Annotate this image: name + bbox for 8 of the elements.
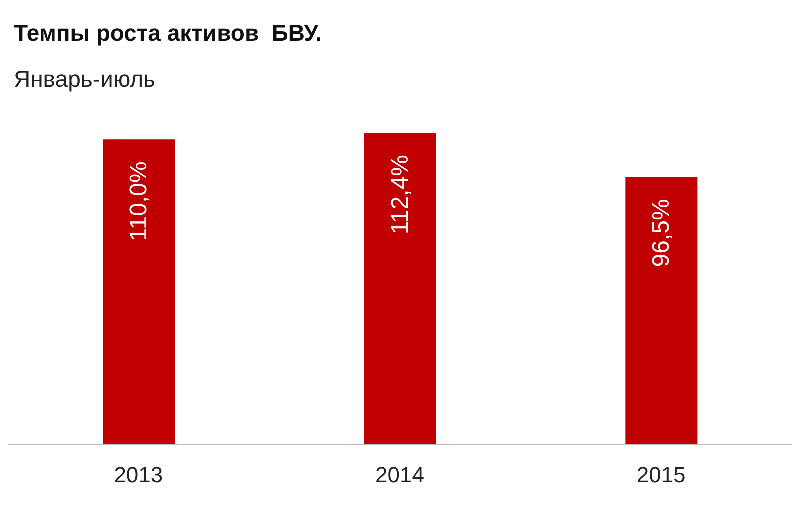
chart-subtitle: Январь-июль [14, 66, 156, 93]
data-label: 110,0% [126, 162, 152, 242]
x-tick-label: 2013 [114, 462, 164, 488]
data-label: 112,4% [386, 155, 414, 235]
x-tick-label: 2015 [636, 462, 686, 488]
data-label: 96,5% [648, 199, 676, 268]
chart-title: Темпы роста активов БВУ. [14, 20, 322, 47]
x-tick-label: 2014 [376, 462, 424, 488]
